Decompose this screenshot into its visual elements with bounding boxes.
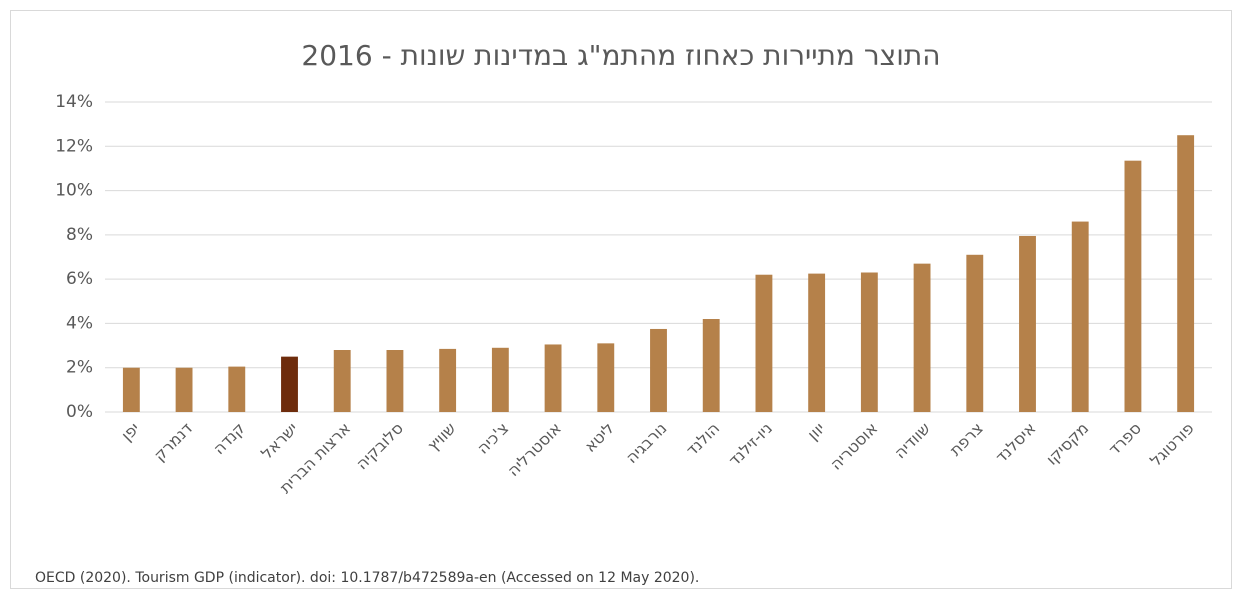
bar: [913, 263, 931, 412]
y-tick-label: 14%: [55, 92, 93, 112]
bar: [860, 272, 878, 412]
bar: [1177, 135, 1195, 412]
y-tick-label: 4%: [66, 313, 93, 333]
y-tick-label: 12%: [55, 136, 93, 156]
bar: [755, 274, 773, 412]
bar: [544, 344, 562, 412]
y-tick-label: 8%: [66, 225, 93, 245]
bar: [597, 343, 615, 412]
chart-border: [10, 10, 1232, 589]
bar: [333, 350, 351, 412]
y-tick-label: 2%: [66, 358, 93, 378]
bar: [281, 356, 298, 412]
bar: [491, 347, 509, 412]
y-tick-label: 6%: [66, 269, 93, 289]
bar: [228, 366, 246, 412]
source-note: OECD (2020). Tourism GDP (indicator). do…: [35, 570, 699, 586]
bar: [650, 328, 667, 412]
bar: [966, 254, 984, 412]
bar: [1071, 221, 1089, 412]
bar: [175, 367, 193, 412]
bar: [702, 319, 720, 412]
bar: [439, 348, 457, 412]
bar: [1124, 160, 1142, 412]
bar: [808, 273, 826, 412]
chart-title: התוצר מתיירות כאחוז מהתמ"ג במדינות שונות…: [301, 39, 940, 72]
bar: [386, 350, 404, 412]
y-tick-label: 0%: [66, 402, 93, 422]
bar: [122, 367, 140, 412]
bar: [1019, 235, 1036, 412]
y-tick-label: 10%: [55, 181, 93, 201]
